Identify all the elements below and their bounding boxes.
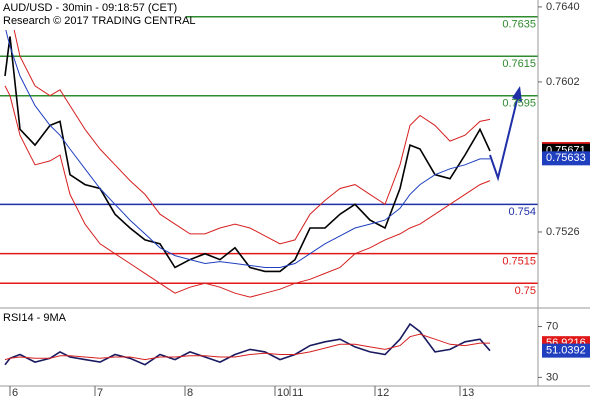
series-line <box>4 85 491 298</box>
y-tick-label: 70 <box>546 320 558 332</box>
x-tick-label: 11 <box>292 387 303 399</box>
price-tag <box>542 151 590 166</box>
y-tick-label: 0.7526 <box>546 226 580 238</box>
price-tag-label: 51.0392 <box>546 345 586 357</box>
x-tick-label: 13 <box>462 387 474 399</box>
y-tick-label: 0.7640 <box>546 1 580 13</box>
series-line <box>4 6 491 245</box>
x-tick-label: 8 <box>187 387 193 399</box>
chart-title: AUD/USD - 30min - 09:18:57 (CET) <box>3 2 177 14</box>
level-label: 0.75 <box>515 285 536 297</box>
y-tick-label: 30 <box>546 371 558 383</box>
forecast-arrow <box>489 99 518 182</box>
y-tick-label: 0.7602 <box>546 76 580 88</box>
level-label: 0.754 <box>508 206 536 218</box>
level-label: 0.7595 <box>502 98 536 110</box>
x-tick-label: 12 <box>377 387 389 399</box>
price-tag-label: 0.75633 <box>546 152 586 164</box>
level-label: 0.7635 <box>502 19 536 31</box>
price-tag <box>542 343 590 358</box>
x-tick-label: 10 <box>277 387 289 399</box>
title-backdrop <box>0 0 186 30</box>
arrow-head <box>512 86 522 102</box>
level-label: 0.7515 <box>502 256 536 268</box>
series-line <box>4 333 490 361</box>
series-line <box>4 36 491 273</box>
series-line <box>4 26 490 268</box>
x-tick-label: 6 <box>12 387 18 399</box>
rsi-title: RSI14 - 9MA <box>3 312 67 324</box>
level-label: 0.7615 <box>502 58 536 70</box>
x-tick-label: 7 <box>97 387 103 399</box>
chart-subtitle: Research © 2017 TRADING CENTRAL <box>3 15 196 27</box>
